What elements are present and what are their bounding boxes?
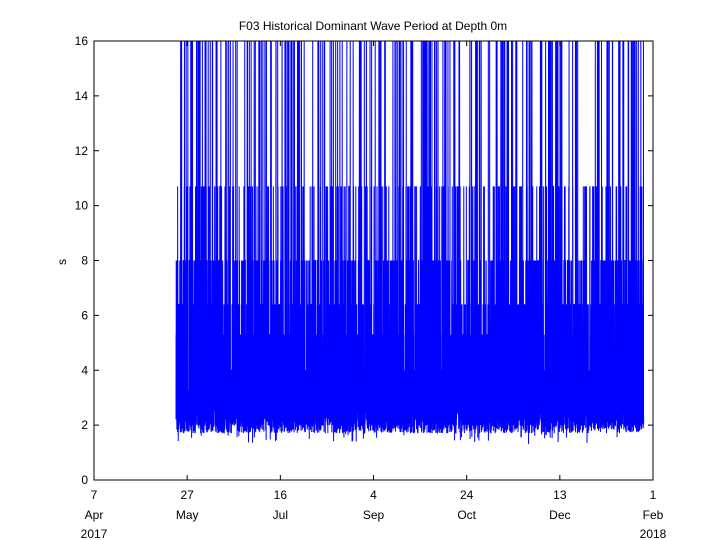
chart-title: F03 Historical Dominant Wave Period at D…: [239, 19, 507, 33]
x-tick-day-label: 1: [650, 488, 657, 502]
y-tick-label: 0: [81, 473, 88, 487]
x-tick-day-label: 24: [460, 488, 474, 502]
x-tick-year-label: 2018: [640, 527, 667, 540]
x-tick-month-label: Dec: [549, 508, 570, 522]
x-tick-month-label: May: [176, 508, 199, 522]
x-tick-day-label: 27: [180, 488, 194, 502]
x-tick-month-label: Apr: [85, 508, 104, 522]
x-tick-month-label: Oct: [457, 508, 476, 522]
x-tick-month-label: Jul: [273, 508, 288, 522]
axes-layer: 02468101214167Apr201727May16Jul4Sep24Oct…: [75, 34, 667, 540]
y-tick-label: 6: [81, 308, 88, 322]
y-tick-label: 2: [81, 418, 88, 432]
y-tick-label: 4: [81, 363, 88, 377]
y-tick-label: 10: [75, 199, 89, 213]
x-tick-day-label: 13: [553, 488, 567, 502]
x-tick-month-label: Sep: [363, 508, 385, 522]
y-tick-label: 8: [81, 254, 88, 268]
y-axis-label: s: [55, 259, 69, 265]
y-tick-label: 12: [75, 144, 89, 158]
series-layer: [175, 40, 645, 444]
y-tick-label: 16: [75, 34, 89, 48]
x-tick-day-label: 4: [370, 488, 377, 502]
y-tick-label: 14: [75, 89, 89, 103]
series-line: [175, 40, 645, 444]
x-tick-year-label: 2017: [81, 527, 108, 540]
x-tick-month-label: Feb: [643, 508, 664, 522]
x-tick-day-label: 16: [274, 488, 288, 502]
x-tick-day-label: 7: [91, 488, 98, 502]
